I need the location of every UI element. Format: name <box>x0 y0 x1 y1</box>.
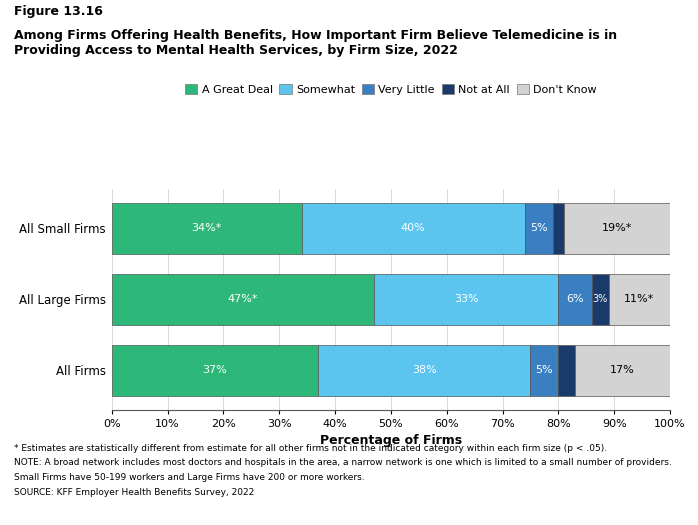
Bar <box>609 274 670 325</box>
Text: 19%*: 19%* <box>602 223 632 233</box>
Text: 37%: 37% <box>202 365 228 375</box>
Bar <box>318 345 530 396</box>
Text: 34%*: 34%* <box>191 223 222 233</box>
Bar <box>558 345 575 396</box>
Text: SOURCE: KFF Employer Health Benefits Survey, 2022: SOURCE: KFF Employer Health Benefits Sur… <box>14 488 254 497</box>
Bar <box>592 274 609 325</box>
Text: 17%: 17% <box>610 365 635 375</box>
Bar <box>558 274 592 325</box>
Text: 33%: 33% <box>454 294 479 304</box>
Bar <box>112 274 374 325</box>
Text: 38%: 38% <box>412 365 437 375</box>
Text: Small Firms have 50-199 workers and Large Firms have 200 or more workers.: Small Firms have 50-199 workers and Larg… <box>14 473 364 482</box>
Bar <box>302 203 525 254</box>
Bar <box>564 203 670 254</box>
Bar <box>112 345 318 396</box>
Text: NOTE: A broad network includes most doctors and hospitals in the area, a narrow : NOTE: A broad network includes most doct… <box>14 458 671 467</box>
Bar <box>112 203 302 254</box>
Bar <box>530 345 558 396</box>
Text: * Estimates are statistically different from estimate for all other firms not in: * Estimates are statistically different … <box>14 444 607 453</box>
Text: Among Firms Offering Health Benefits, How Important Firm Believe Telemedicine is: Among Firms Offering Health Benefits, Ho… <box>14 29 617 57</box>
Text: 5%: 5% <box>535 365 554 375</box>
Text: 3%: 3% <box>593 294 608 304</box>
Text: Figure 13.16: Figure 13.16 <box>14 5 103 18</box>
Text: 6%: 6% <box>566 294 584 304</box>
Text: 40%: 40% <box>401 223 426 233</box>
Text: 11%*: 11%* <box>624 294 655 304</box>
Bar <box>575 345 670 396</box>
Bar <box>525 203 553 254</box>
Text: 47%*: 47%* <box>228 294 258 304</box>
Bar <box>374 274 558 325</box>
Text: 5%: 5% <box>530 223 548 233</box>
X-axis label: Percentage of Firms: Percentage of Firms <box>320 434 462 447</box>
Legend: A Great Deal, Somewhat, Very Little, Not at All, Don't Know: A Great Deal, Somewhat, Very Little, Not… <box>181 80 601 99</box>
Bar <box>553 203 564 254</box>
